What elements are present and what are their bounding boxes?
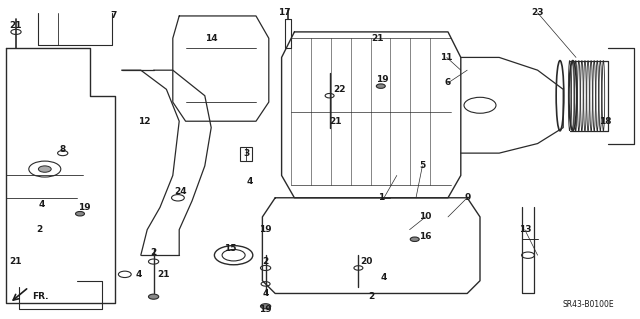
Text: 11: 11 — [440, 53, 453, 62]
Text: 16: 16 — [419, 232, 432, 241]
Text: 12: 12 — [138, 117, 150, 126]
Text: 4: 4 — [381, 273, 387, 282]
Text: 2: 2 — [150, 248, 157, 256]
Text: 19: 19 — [78, 203, 91, 212]
Circle shape — [148, 294, 159, 299]
Text: 21: 21 — [371, 34, 384, 43]
Text: 8: 8 — [60, 145, 66, 154]
Text: 1: 1 — [378, 193, 384, 202]
Text: 6: 6 — [445, 78, 451, 87]
Text: 21: 21 — [330, 117, 342, 126]
Text: 18: 18 — [598, 117, 611, 126]
Circle shape — [376, 84, 385, 88]
Text: 19: 19 — [259, 225, 272, 234]
Text: 7: 7 — [111, 11, 117, 20]
Text: 21: 21 — [157, 270, 170, 279]
Text: SR43-B0100E: SR43-B0100E — [563, 300, 614, 309]
Text: 2: 2 — [262, 257, 269, 266]
Text: 2: 2 — [36, 225, 43, 234]
Text: 4: 4 — [262, 289, 269, 298]
Text: 19: 19 — [376, 75, 389, 84]
Text: 17: 17 — [278, 8, 291, 17]
Text: 19: 19 — [259, 305, 272, 314]
Text: 21: 21 — [10, 257, 22, 266]
Text: 22: 22 — [333, 85, 346, 94]
Text: 2: 2 — [368, 292, 374, 301]
Text: 10: 10 — [419, 212, 432, 221]
Text: 13: 13 — [518, 225, 531, 234]
Text: 23: 23 — [531, 8, 544, 17]
Circle shape — [410, 237, 419, 241]
Text: 14: 14 — [205, 34, 218, 43]
Text: 24: 24 — [174, 187, 187, 196]
Circle shape — [76, 211, 84, 216]
Text: 15: 15 — [224, 244, 237, 253]
Text: FR.: FR. — [32, 292, 49, 301]
Bar — [240, 147, 252, 161]
Text: 5: 5 — [419, 161, 426, 170]
Circle shape — [38, 166, 51, 172]
Text: 4: 4 — [246, 177, 253, 186]
Text: 21: 21 — [10, 21, 22, 30]
Text: 4: 4 — [136, 270, 142, 279]
Text: 9: 9 — [464, 193, 470, 202]
Text: 20: 20 — [360, 257, 373, 266]
Text: 3: 3 — [243, 149, 250, 158]
Text: 4: 4 — [38, 200, 45, 209]
Circle shape — [260, 304, 271, 309]
